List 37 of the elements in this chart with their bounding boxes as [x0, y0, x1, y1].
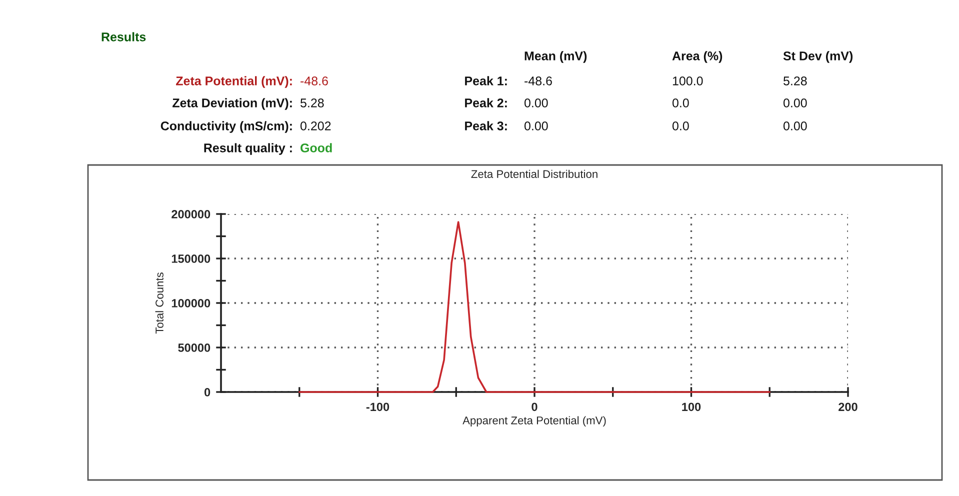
y-tick-label: 0	[204, 388, 210, 396]
text: -48.6	[300, 76, 328, 86]
text: 5.28	[784, 76, 807, 86]
text: Zeta Potential (mV):	[176, 76, 292, 88]
x-tick-label: 100	[682, 402, 701, 412]
text: Zeta Deviation (mV):	[172, 98, 292, 110]
text: Peak 1:	[465, 76, 507, 86]
text: Peak 3:	[465, 121, 507, 130]
y-tick-label: 100000	[172, 299, 210, 308]
y-tick-label: 200000	[172, 210, 210, 218]
x-tick-label: 0	[532, 402, 538, 412]
text: 0.00	[783, 122, 807, 130]
text: Area (%)	[672, 51, 722, 63]
text: 0.00	[524, 122, 548, 130]
text: -48.6	[524, 76, 552, 86]
y-tick-label: 150000	[172, 254, 210, 263]
text: 0.00	[783, 98, 807, 108]
text: St Dev (mV)	[783, 51, 853, 63]
text: 0.202	[300, 122, 331, 130]
x-tick-label: 200	[838, 402, 858, 412]
text: Good	[300, 143, 332, 152]
text: 0.00	[524, 98, 548, 108]
text: Results	[102, 32, 146, 42]
text: 0.0	[672, 98, 689, 108]
text: 5.28	[300, 98, 324, 108]
x-tick-label: -100	[366, 402, 390, 412]
y-tick-label: 50000	[178, 344, 210, 352]
chart-title: Zeta Potential Distribution	[471, 170, 598, 178]
text: Conductivity (mS/cm):	[160, 121, 292, 133]
text: Peak 2:	[465, 98, 507, 108]
y-axis-title: Total Counts	[155, 272, 164, 334]
text: 100.0	[672, 76, 703, 86]
x-axis-title: Apparent Zeta Potential (mV)	[462, 416, 606, 427]
text: 0.0	[672, 122, 689, 130]
line-series	[298, 221, 771, 393]
text: Result quality :	[204, 143, 292, 155]
text: Mean (mV)	[524, 51, 587, 63]
